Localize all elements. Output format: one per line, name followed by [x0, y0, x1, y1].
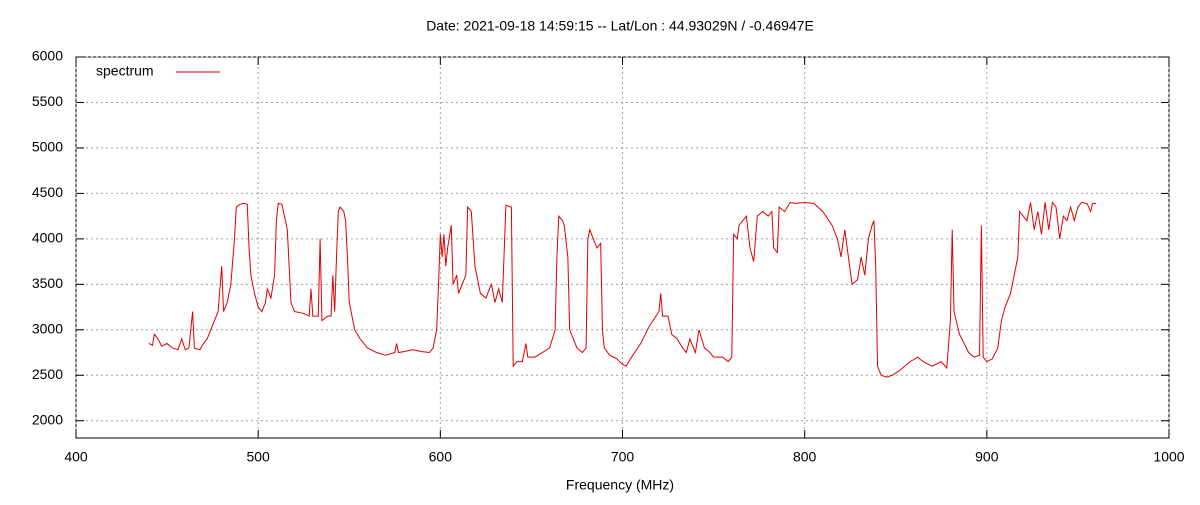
y-tick-label: 5000 [32, 139, 63, 155]
y-tick-label: 3000 [32, 320, 63, 336]
y-tick-label: 2000 [32, 411, 63, 427]
x-tick-label: 1000 [1153, 449, 1184, 465]
y-tick-label: 5500 [32, 93, 63, 109]
x-tick-label: 700 [611, 449, 635, 465]
y-tick-label: 4000 [32, 230, 63, 246]
y-tick-label: 6000 [32, 48, 63, 64]
x-tick-label: 500 [246, 449, 270, 465]
x-tick-label: 800 [793, 449, 817, 465]
x-axis-label: Frequency (MHz) [566, 477, 674, 493]
x-tick-label: 600 [429, 449, 453, 465]
x-tick-label: 900 [975, 449, 999, 465]
chart-title: Date: 2021-09-18 14:59:15 -- Lat/Lon : 4… [426, 18, 814, 34]
y-tick-label: 2500 [32, 366, 63, 382]
y-tick-label: 3500 [32, 275, 63, 291]
series-line [148, 201, 1097, 378]
y-tick-label: 4500 [32, 184, 63, 200]
legend-label: spectrum [96, 63, 154, 79]
x-tick-label: 400 [64, 449, 88, 465]
